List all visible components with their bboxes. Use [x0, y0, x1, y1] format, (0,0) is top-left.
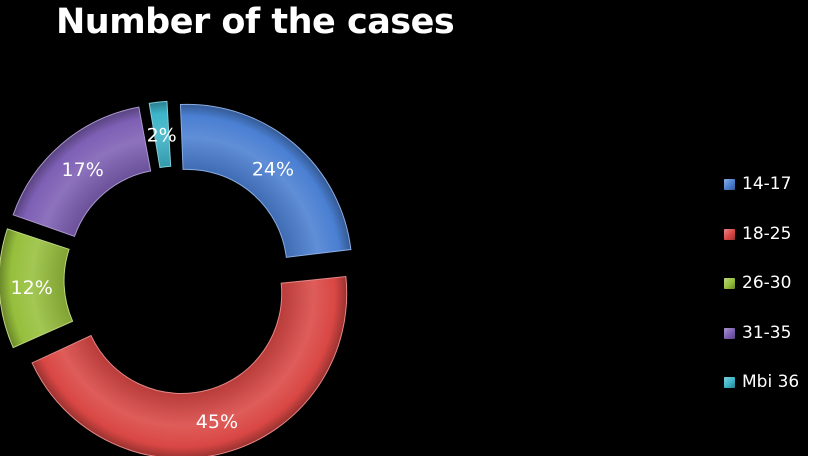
legend-label: 14-17	[742, 174, 792, 194]
legend-item-mbi-36: Mbi 36	[724, 370, 799, 420]
slice-31-35	[12, 106, 152, 237]
legend-label: Mbi 36	[742, 372, 800, 392]
chart-legend: 14-17 18-25 26-30 31-35 Mbi 36	[724, 172, 799, 420]
legend-swatch	[724, 228, 735, 240]
donut-slices	[0, 100, 352, 456]
legend-item-14-17: 14-17	[724, 172, 799, 222]
data-label-18-25: 45%	[196, 411, 238, 433]
donut-labels: 24% 45% 12% 17% 2%	[11, 124, 295, 433]
data-label-26-30: 12%	[11, 277, 53, 299]
chart-title: Number of the cases	[56, 2, 455, 42]
slice-18-25	[31, 275, 348, 456]
legend-label: 18-25	[742, 223, 792, 244]
legend-item-18-25: 18-25	[724, 222, 799, 272]
slice-14-17	[179, 103, 352, 258]
legend-swatch	[724, 377, 735, 388]
data-label-14-17: 24%	[252, 158, 294, 180]
legend-label: 31-35	[742, 322, 792, 343]
legend-swatch	[724, 179, 735, 190]
slice-26-30	[0, 228, 74, 349]
data-label-31-35: 17%	[62, 159, 104, 181]
legend-swatch	[724, 327, 735, 339]
slice-mbi-36	[148, 100, 172, 169]
legend-label: 26-30	[742, 273, 792, 293]
data-label-mbi-36: 2%	[147, 124, 177, 146]
legend-item-31-35: 31-35	[724, 321, 799, 371]
legend-item-26-30: 26-30	[724, 271, 799, 321]
legend-swatch	[724, 278, 735, 289]
